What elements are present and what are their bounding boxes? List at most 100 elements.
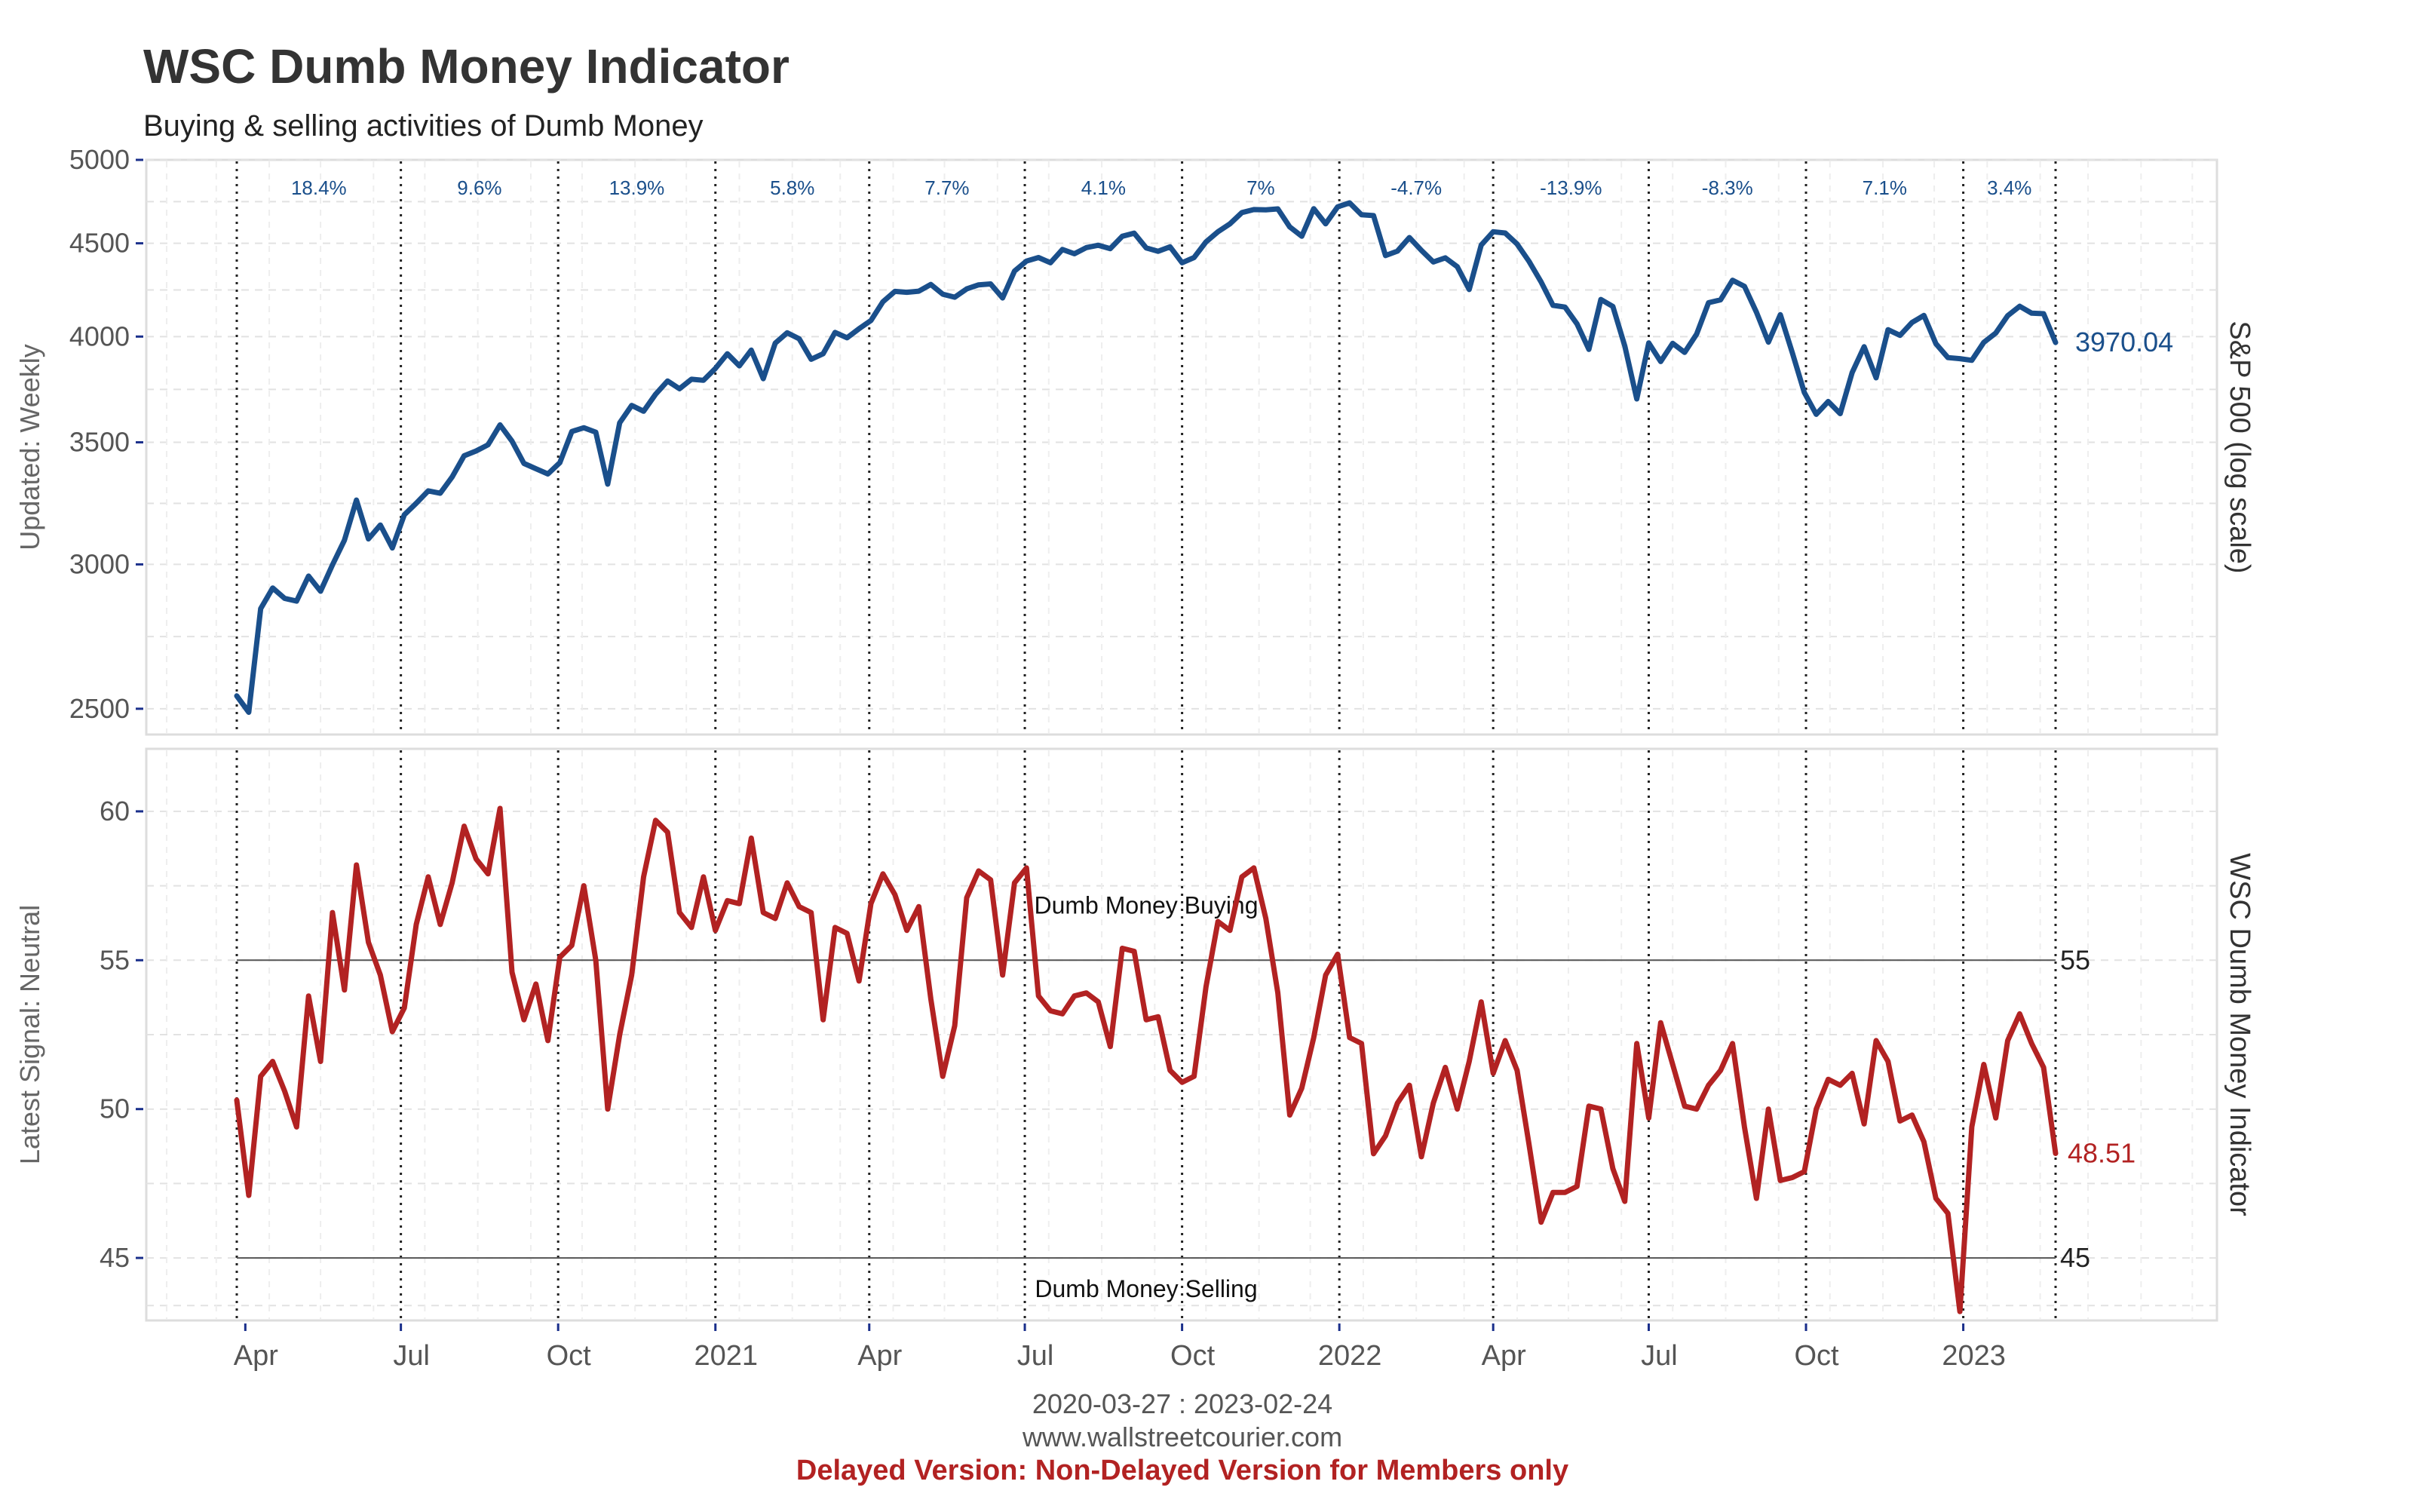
sp500-point — [918, 290, 920, 293]
sp500-point — [1659, 360, 1662, 363]
sp500-point — [1432, 260, 1435, 263]
sp500-point — [1922, 314, 1925, 317]
indicator-point — [367, 941, 370, 944]
indicator-point — [1108, 1045, 1111, 1048]
indicator-point — [1456, 1108, 1459, 1111]
indicator-point — [798, 905, 801, 908]
sp500-point — [271, 587, 274, 590]
indicator-point — [2042, 1066, 2045, 1069]
indicator-point — [331, 911, 334, 914]
indicator-point — [1097, 1001, 1099, 1004]
indicator-point — [1240, 876, 1243, 879]
indicator-point — [1073, 995, 1076, 998]
sp500-point — [714, 367, 717, 370]
indicator-point — [2054, 1152, 2057, 1155]
indicator-point — [1384, 1134, 1387, 1137]
sp500-point — [1372, 214, 1375, 217]
indicator-point — [1085, 992, 1088, 995]
sp500-axis-label: S&P 500 (log scale) — [2224, 320, 2255, 573]
indicator-point — [1683, 1105, 1686, 1108]
sp500-point — [1599, 298, 1602, 301]
sp500-point — [845, 336, 848, 339]
sp500-point — [1982, 341, 1985, 344]
selling-annotation: Dumb Money Selling — [1035, 1275, 1257, 1302]
segment-change-label: 9.6% — [457, 176, 501, 199]
indicator-point — [1791, 1176, 1794, 1179]
indicator-point — [833, 926, 836, 929]
indicator-point — [2007, 1039, 2009, 1042]
indicator-point — [427, 876, 430, 879]
sp500-point — [1479, 244, 1482, 247]
segment-change-label: 18.4% — [291, 176, 347, 199]
indicator-point — [1623, 1200, 1627, 1203]
indicator-point — [1396, 1102, 1399, 1105]
indicator-point — [678, 911, 681, 914]
sp500-point — [547, 473, 550, 475]
indicator-point — [1695, 1108, 1698, 1111]
sp500-point — [486, 443, 489, 446]
indicator-point — [690, 926, 693, 929]
sp500-point — [2042, 312, 2045, 315]
x-tick-label: Jul — [1017, 1340, 1054, 1372]
segment-change-label: 7.1% — [1863, 176, 1907, 199]
sp500-point — [1671, 342, 1674, 345]
indicator-point — [894, 893, 897, 896]
indicator-point — [343, 989, 346, 992]
sp500-point — [1946, 356, 1949, 359]
sp500-point — [738, 364, 740, 367]
sp500-point — [606, 483, 609, 486]
website-link[interactable]: www.wallstreetcourier.com — [1022, 1422, 1342, 1452]
sp500-point — [929, 283, 932, 286]
indicator-point — [906, 929, 909, 932]
sp500-last-value: 3970.04 — [2075, 327, 2173, 357]
sp500-point — [1336, 205, 1339, 208]
indicator-point — [391, 1030, 394, 1033]
top-y-tick-label: 3000 — [69, 548, 130, 579]
top-y-tick-label: 4000 — [69, 320, 130, 351]
sp500-point — [1277, 207, 1280, 210]
indicator-point — [1277, 992, 1280, 995]
indicator-point — [654, 819, 657, 822]
x-tick-label: Oct — [1170, 1340, 1216, 1372]
chart-title: WSC Dumb Money Indicator — [143, 39, 790, 94]
indicator-point — [1336, 952, 1339, 955]
sp500-point — [1587, 348, 1590, 351]
bottom-panel-y-axis: 60 55 50 45 — [100, 796, 143, 1273]
sp500-point — [415, 501, 418, 505]
indicator-point — [1827, 1078, 1829, 1081]
indicator-point — [355, 863, 358, 866]
sp500-point — [678, 388, 681, 390]
sp500-point — [247, 711, 250, 713]
sp500-point — [259, 607, 262, 610]
indicator-point — [714, 929, 717, 932]
indicator-point — [1181, 1081, 1184, 1084]
sp500-point — [523, 462, 526, 465]
indicator-point — [750, 836, 753, 839]
x-tick-label: Apr — [1482, 1340, 1526, 1372]
indicator-point — [1013, 882, 1016, 885]
indicator-point — [247, 1194, 250, 1197]
indicator-point — [319, 1060, 322, 1063]
sp500-point — [343, 538, 346, 541]
sp500-point — [1528, 260, 1531, 263]
delayed-notice: Delayed Version: Non-Delayed Version for… — [796, 1455, 1568, 1486]
selling-threshold-label: 45 — [2060, 1242, 2090, 1273]
sp500-point — [1838, 413, 1841, 415]
indicator-point — [1265, 917, 1268, 920]
segment-change-label: 4.1% — [1081, 176, 1126, 199]
x-axis: Apr Jul Oct 2021 Apr Jul Oct 2022 Apr Jul Oct 2023 — [234, 1323, 2006, 1372]
indicator-point — [1611, 1167, 1614, 1170]
indicator-point — [1636, 1042, 1639, 1045]
sp500-point — [953, 296, 956, 299]
sp500-point — [1803, 391, 1806, 394]
indicator-point — [1719, 1069, 1722, 1072]
indicator-point — [1755, 1197, 1758, 1200]
indicator-point — [1420, 1155, 1423, 1158]
sp500-point — [1623, 345, 1627, 348]
sp500-point — [295, 600, 298, 603]
sp500-point — [439, 492, 442, 495]
indicator-point — [511, 971, 514, 974]
top-panel-y-axis: 5000 4500 4000 3500 3000 2500 — [69, 144, 143, 724]
indicator-point — [1348, 1036, 1351, 1039]
